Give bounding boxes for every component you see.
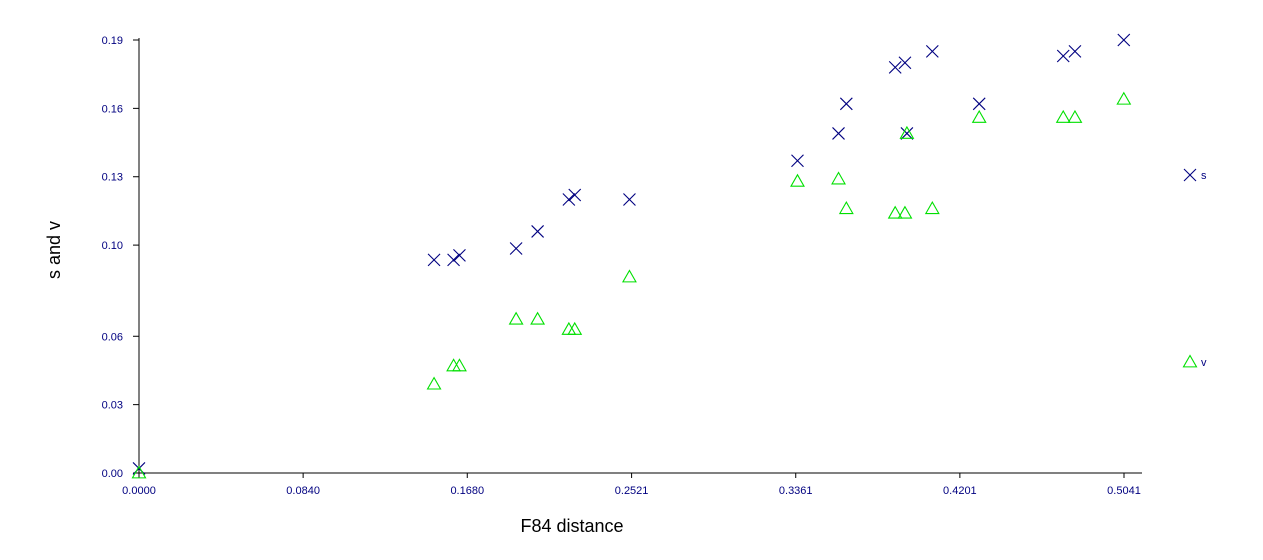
data-point-s bbox=[898, 56, 912, 70]
data-point-v bbox=[897, 205, 913, 219]
data-point-s bbox=[888, 60, 902, 74]
data-point-v bbox=[426, 376, 442, 390]
legend-marker-s bbox=[1183, 168, 1197, 182]
data-points bbox=[131, 33, 1132, 479]
legend: sv bbox=[1182, 168, 1207, 369]
legend-marker-v bbox=[1182, 354, 1198, 368]
data-point-v bbox=[530, 311, 546, 325]
data-point-v bbox=[790, 173, 805, 187]
legend-label-s: s bbox=[1201, 170, 1207, 182]
axes bbox=[138, 38, 1142, 474]
y-tick-label: 0.06 bbox=[102, 331, 123, 343]
y-tick-label: 0.10 bbox=[102, 240, 123, 252]
data-point-v bbox=[831, 171, 846, 185]
y-axis-title: s and v bbox=[44, 221, 64, 279]
y-tick-label: 0.03 bbox=[102, 400, 123, 412]
data-point-s bbox=[925, 45, 939, 58]
data-point-s bbox=[562, 193, 576, 206]
x-tick-label: 0.3361 bbox=[779, 485, 813, 497]
x-tick-label: 0.1680 bbox=[450, 485, 484, 497]
data-point-s bbox=[447, 253, 460, 267]
data-point-s bbox=[531, 225, 545, 238]
x-tick-label: 0.0000 bbox=[122, 485, 156, 497]
data-point-s bbox=[791, 154, 804, 168]
y-tick-label: 0.13 bbox=[102, 172, 123, 184]
data-point-s bbox=[900, 127, 914, 140]
data-point-v bbox=[838, 201, 854, 215]
x-tick-label: 0.4201 bbox=[943, 485, 977, 497]
data-point-v bbox=[131, 465, 147, 479]
ticks: 0.0000 0.0840 0.1680 0.2521 0.3361 0.4201 0.50… bbox=[102, 35, 1141, 497]
x-tick-label: 0.2521 bbox=[615, 485, 649, 497]
y-tick-label: 0.00 bbox=[102, 468, 123, 480]
data-point-s bbox=[509, 242, 523, 255]
data-point-v bbox=[1067, 109, 1083, 123]
data-point-v bbox=[924, 201, 940, 215]
data-point-v bbox=[971, 109, 987, 123]
data-point-v bbox=[508, 311, 524, 325]
data-point-s bbox=[1056, 49, 1070, 63]
data-point-s bbox=[427, 253, 441, 267]
data-point-s bbox=[972, 97, 986, 111]
x-tick-label: 0.5041 bbox=[1107, 485, 1141, 497]
x-tick-label: 0.0840 bbox=[286, 485, 320, 497]
data-point-v bbox=[622, 269, 637, 283]
y-tick-label: 0.16 bbox=[102, 103, 123, 115]
y-tick-label: 0.19 bbox=[102, 35, 123, 47]
data-point-v bbox=[899, 125, 915, 139]
data-point-s bbox=[453, 248, 466, 262]
legend-label-v: v bbox=[1201, 357, 1207, 369]
x-axis-title: F84 distance bbox=[520, 516, 623, 536]
data-point-s bbox=[1117, 33, 1131, 47]
data-point-v bbox=[567, 321, 583, 335]
data-point-s bbox=[839, 97, 853, 111]
data-point-v bbox=[1055, 109, 1071, 123]
legend-entry-v: v bbox=[1182, 354, 1207, 369]
data-point-s bbox=[623, 193, 636, 206]
data-point-s bbox=[832, 127, 845, 140]
data-point-v bbox=[887, 205, 903, 219]
data-point-s bbox=[568, 188, 582, 202]
data-point-v bbox=[452, 358, 467, 372]
data-point-v bbox=[1116, 91, 1132, 105]
data-point-s bbox=[1068, 45, 1082, 58]
legend-entry-s: s bbox=[1183, 168, 1207, 182]
